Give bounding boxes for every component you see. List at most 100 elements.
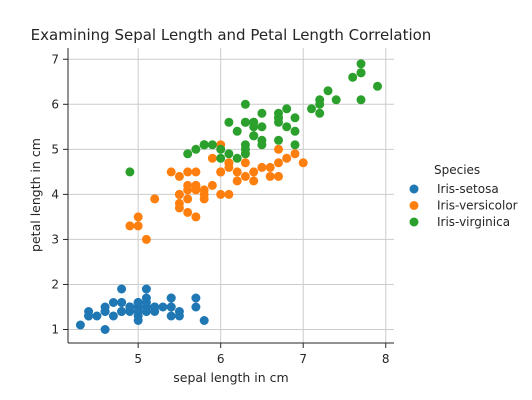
data-point — [134, 298, 143, 307]
data-point — [125, 221, 134, 230]
data-point — [109, 298, 118, 307]
data-point — [373, 82, 382, 91]
data-point — [233, 167, 242, 176]
data-point — [142, 285, 151, 294]
data-point — [84, 312, 93, 321]
data-point — [175, 203, 184, 212]
data-point — [92, 312, 101, 321]
data-point — [274, 172, 283, 181]
data-point — [274, 136, 283, 145]
data-point — [257, 109, 266, 118]
data-point — [142, 298, 151, 307]
data-point — [224, 163, 233, 172]
y-tick-label: 2 — [51, 277, 59, 291]
data-point — [315, 109, 324, 118]
data-point — [109, 312, 118, 321]
series-iris-setosa — [76, 285, 209, 335]
data-point — [101, 325, 110, 334]
y-axis-label: petal length in cm — [28, 138, 43, 252]
legend-label: Iris-versicolor — [437, 199, 518, 213]
x-tick-label: 7 — [299, 352, 307, 366]
data-point — [299, 158, 308, 167]
data-point — [241, 118, 250, 127]
data-point — [266, 163, 275, 172]
data-point — [216, 190, 225, 199]
x-tick-label: 6 — [217, 352, 225, 366]
data-point — [233, 154, 242, 163]
data-point — [167, 167, 176, 176]
data-point — [183, 167, 192, 176]
data-point — [224, 149, 233, 158]
data-point — [357, 59, 366, 68]
axes: 5 6 7 81234567 — [51, 48, 394, 366]
data-point — [216, 145, 225, 154]
x-tick-label: 5 — [134, 352, 142, 366]
data-point — [183, 208, 192, 217]
x-axis-label: sepal length in cm — [173, 370, 288, 385]
data-point — [191, 294, 200, 303]
data-point — [134, 307, 143, 316]
data-point — [282, 122, 291, 131]
data-point — [249, 176, 258, 185]
data-point — [125, 167, 134, 176]
legend-marker — [410, 201, 419, 210]
data-point — [142, 235, 151, 244]
data-point — [216, 167, 225, 176]
data-point — [257, 136, 266, 145]
data-point — [249, 131, 258, 140]
data-point — [315, 100, 324, 109]
data-point — [167, 312, 176, 321]
data-points — [76, 59, 382, 334]
data-point — [191, 303, 200, 312]
data-point — [266, 172, 275, 181]
data-point — [200, 316, 209, 325]
data-point — [183, 194, 192, 203]
data-point — [291, 127, 300, 136]
data-point — [76, 321, 85, 330]
data-point — [200, 140, 209, 149]
data-point — [117, 307, 126, 316]
x-tick-label: 8 — [382, 352, 390, 366]
data-point — [224, 118, 233, 127]
data-point — [117, 298, 126, 307]
y-tick-label: 6 — [51, 97, 59, 111]
data-point — [291, 140, 300, 149]
y-tick-label: 4 — [51, 187, 59, 201]
data-point — [175, 172, 184, 181]
data-point — [249, 167, 258, 176]
data-point — [200, 190, 209, 199]
data-point — [150, 194, 159, 203]
data-point — [282, 104, 291, 113]
data-point — [282, 154, 291, 163]
y-tick-label: 1 — [51, 322, 59, 336]
legend-label: Iris-setosa — [437, 182, 499, 196]
data-point — [257, 163, 266, 172]
data-point — [191, 145, 200, 154]
legend-marker — [410, 218, 419, 227]
data-point — [134, 212, 143, 221]
data-point — [167, 303, 176, 312]
data-point — [357, 68, 366, 77]
data-point — [233, 127, 242, 136]
data-point — [191, 167, 200, 176]
y-tick-label: 5 — [51, 142, 59, 156]
data-point — [216, 154, 225, 163]
data-point — [274, 158, 283, 167]
data-point — [175, 312, 184, 321]
data-point — [241, 172, 250, 181]
data-point — [150, 303, 159, 312]
data-point — [191, 212, 200, 221]
data-point — [241, 145, 250, 154]
data-point — [208, 181, 217, 190]
legend-marker — [410, 185, 419, 194]
legend-title: Species — [434, 163, 480, 177]
legend-label: Iris-virginica — [437, 215, 510, 229]
data-point — [224, 190, 233, 199]
data-point — [241, 158, 250, 167]
y-tick-label: 7 — [51, 52, 59, 66]
data-point — [158, 303, 167, 312]
data-point — [208, 154, 217, 163]
data-point — [175, 190, 184, 199]
